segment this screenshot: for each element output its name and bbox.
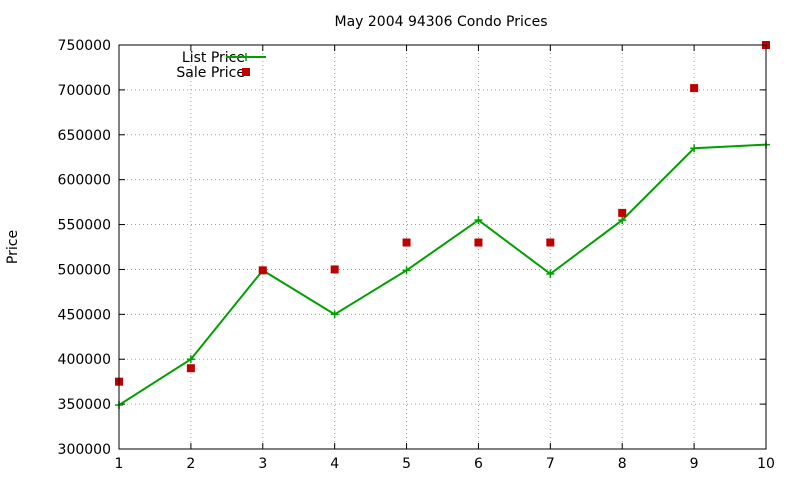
x-tick-label: 8 [618, 456, 627, 472]
legend-marker [242, 68, 250, 76]
y-tick-label: 400000 [58, 352, 111, 368]
sale-price-point [618, 208, 627, 217]
grid [119, 45, 766, 449]
sale-price-point [402, 238, 411, 247]
list-price-point [546, 269, 555, 278]
sale-price-point [474, 238, 483, 247]
y-tick-label: 350000 [58, 397, 111, 413]
list-price-point [330, 310, 339, 319]
sale-price-point [690, 84, 699, 93]
list-price-point [186, 355, 195, 364]
list-price-point [618, 216, 627, 225]
x-tick-label: 5 [402, 456, 411, 472]
y-tick-label: 500000 [58, 262, 111, 278]
x-tick-label: 4 [330, 456, 339, 472]
x-tick-label: 10 [757, 456, 775, 472]
y-tick-label: 700000 [58, 83, 111, 99]
legend-marker [242, 53, 250, 61]
axes: 300000 350000 400000 450000 500000 550000 6000… [58, 38, 775, 472]
legend-label: Sale Price [176, 65, 245, 81]
plot-frame [118, 44, 767, 450]
x-tick-label: 7 [546, 456, 555, 472]
sale-price-point [330, 265, 339, 274]
list-price-point [402, 266, 411, 275]
legend-label: List Price [182, 50, 245, 66]
sale-price-point [258, 266, 267, 275]
list-price-line [118, 143, 767, 406]
y-tick-label: 650000 [58, 128, 111, 144]
x-tick-label: 2 [186, 456, 195, 472]
sale-price-point [546, 238, 555, 247]
sale-price-point [186, 364, 195, 373]
y-tick-label: 550000 [58, 218, 111, 234]
x-tick-label: 3 [258, 456, 267, 472]
y-tick-label: 600000 [58, 173, 111, 189]
y-axis-label: Price [5, 230, 21, 264]
list-price-point [690, 144, 699, 153]
y-tick-label: 750000 [58, 38, 111, 54]
x-tick-label: 6 [474, 456, 483, 472]
chart-title: May 2004 94306 Condo Prices [334, 14, 547, 30]
x-tick-label: 1 [115, 456, 124, 472]
y-tick-label: 450000 [58, 307, 111, 323]
x-tick-label: 9 [690, 456, 699, 472]
y-tick-label: 300000 [58, 442, 111, 458]
list-price-point [474, 216, 483, 225]
